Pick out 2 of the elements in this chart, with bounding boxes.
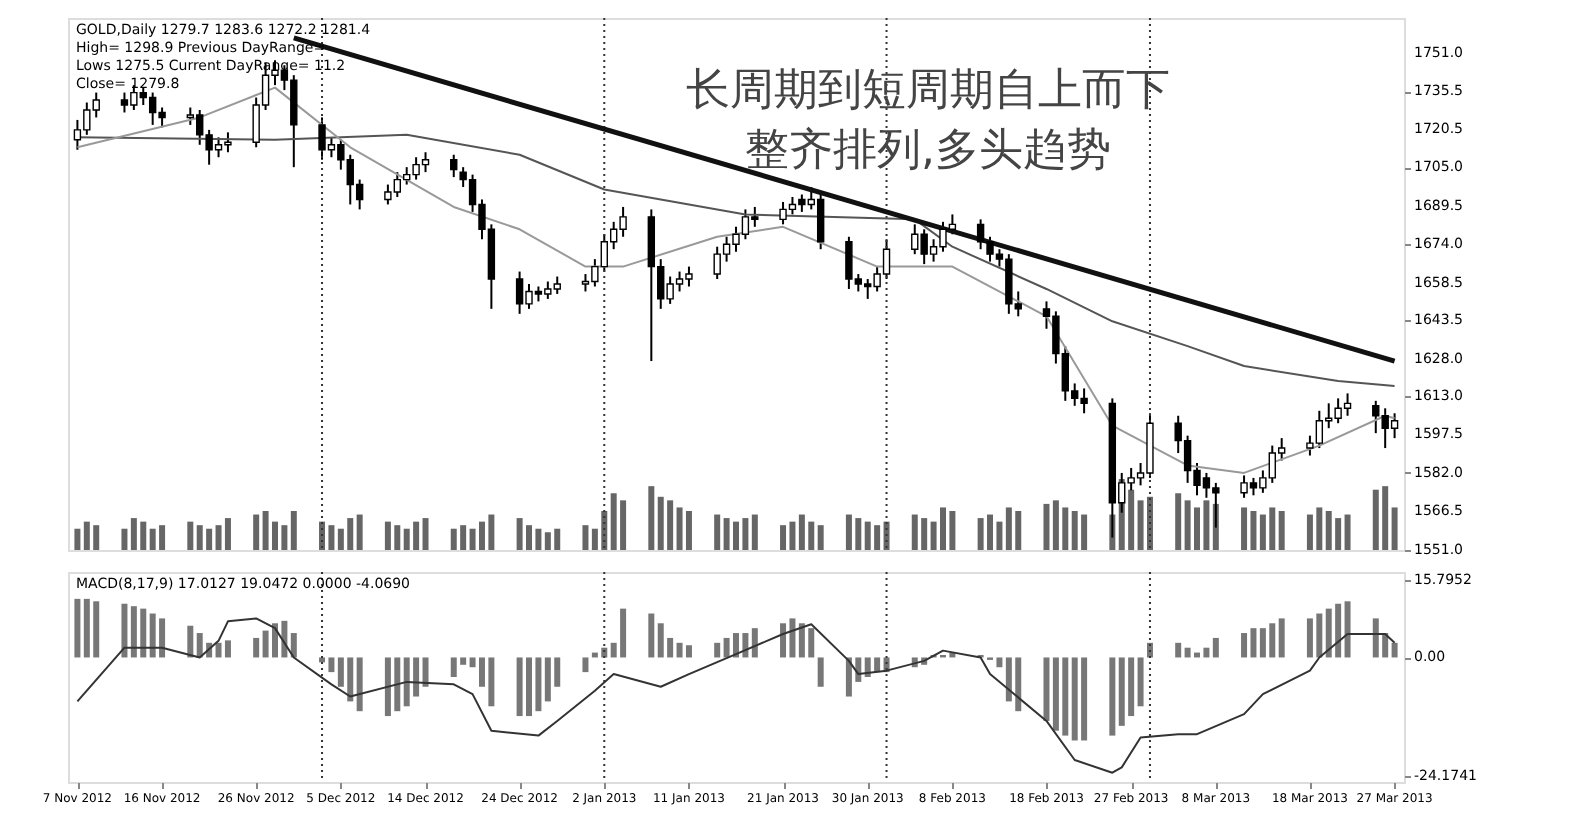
annotation: 长周期到短周期自上而下 [686, 66, 1170, 116]
annotation: 整齐排列,多头趋势 [745, 126, 1111, 176]
